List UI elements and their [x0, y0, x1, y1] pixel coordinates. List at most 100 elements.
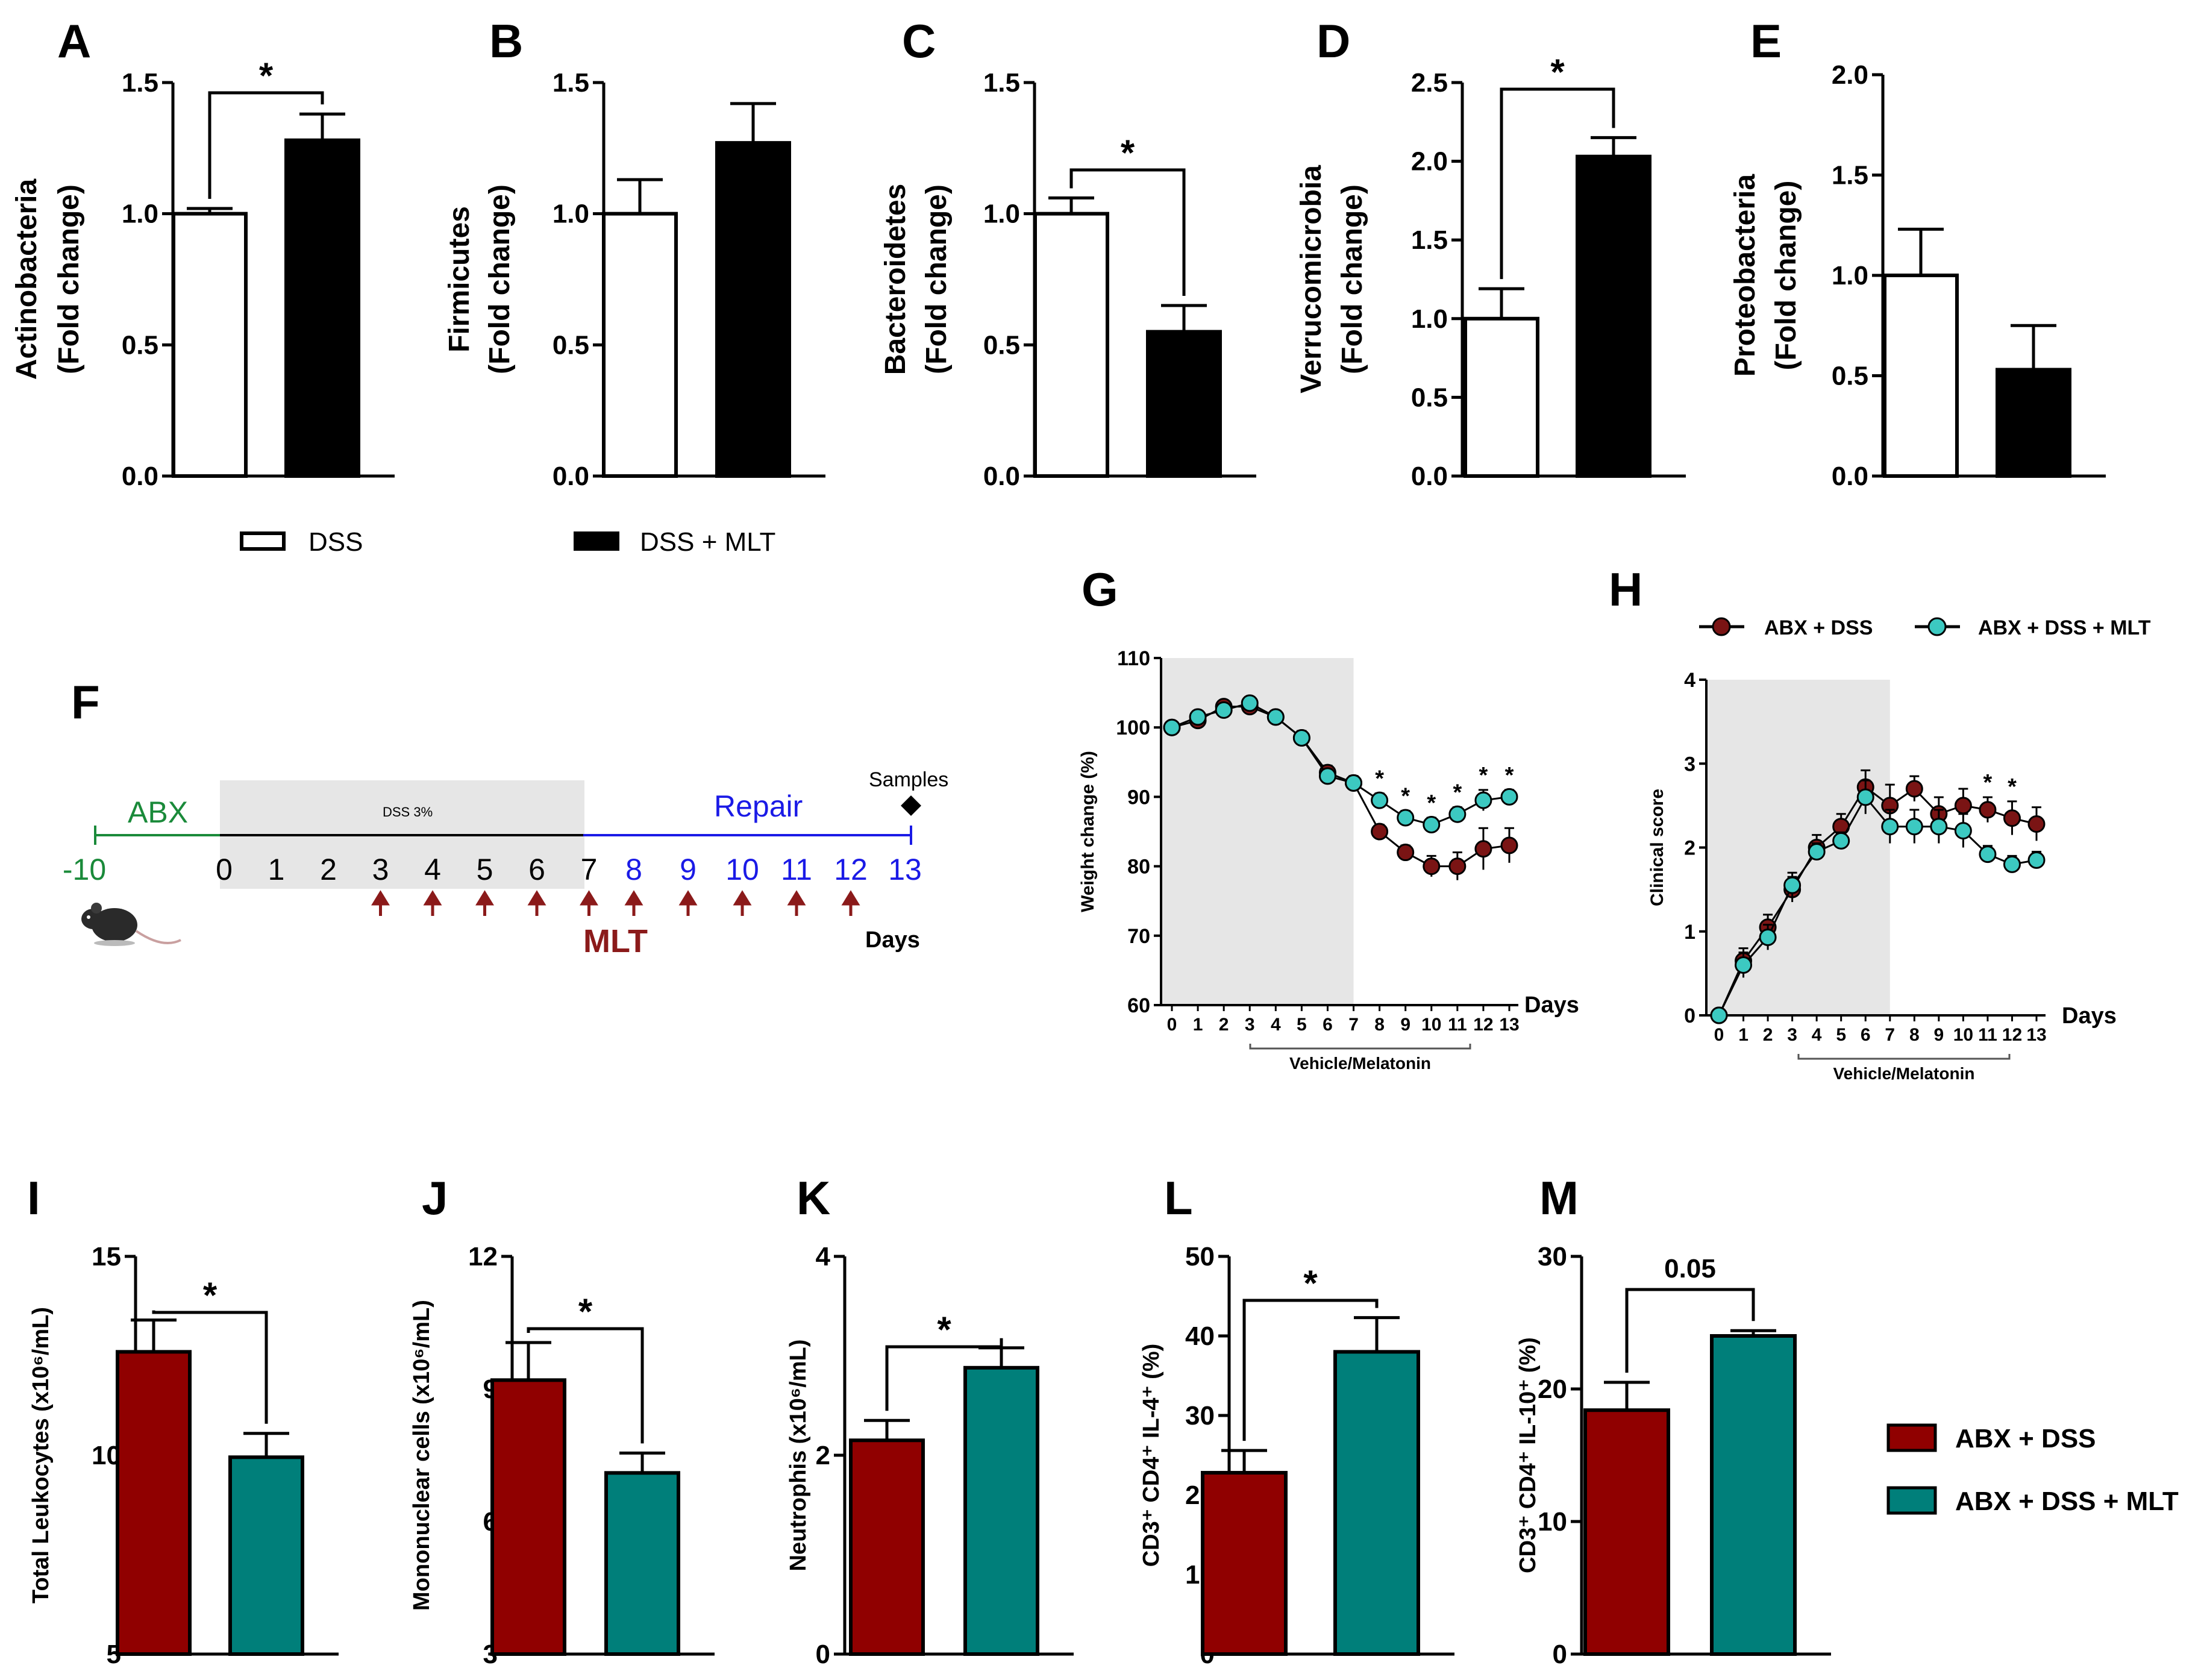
timeline-day-tick-12: 12 — [834, 853, 868, 886]
y-tick-label-l-4: 40 — [1185, 1321, 1215, 1351]
point-g-1-1 — [1189, 708, 1207, 726]
bar-b-0 — [602, 212, 678, 478]
timeline-day-tick-3: 3 — [372, 853, 389, 886]
significance-star-g-12: * — [1479, 763, 1488, 788]
legend-swatch-abx-dss-mlt — [1886, 1486, 1937, 1515]
timeline-day-tick-10: 10 — [725, 853, 759, 886]
point-h-1-7 — [1881, 818, 1899, 836]
bar-l-0 — [1201, 1471, 1288, 1656]
point-g-1-7 — [1345, 774, 1363, 792]
mlt-arrow-day-8 — [624, 890, 643, 916]
point-h-1-13 — [2027, 851, 2046, 869]
y-tick-label-a-0: 0.0 — [122, 462, 158, 491]
panel-label-a: A — [57, 14, 91, 67]
y-tick-label-c-2: 1.0 — [983, 199, 1020, 229]
bar-l-1 — [1333, 1350, 1420, 1656]
bar-b-1 — [715, 141, 791, 478]
panel-f-timeline: F DSS 3% ABX Repair Samples -10 0 1 2 3 4 5 6 7 8… — [63, 675, 948, 959]
y-tick-label-m-3: 30 — [1538, 1242, 1567, 1271]
y-axis-label-c: Bacteroidetes — [880, 184, 912, 375]
point-g-1-0 — [1163, 718, 1181, 736]
mlt-arrow-day-12 — [841, 890, 860, 916]
charts-layer: A 0.0 0.5 1.0 1.5 Actinobacteria (Fold change)… — [11, 14, 2117, 1669]
y-tick-label-m-2: 20 — [1538, 1374, 1567, 1404]
panel-a-chart: A 0.0 0.5 1.0 1.5 Actinobacteria (Fold change)… — [11, 14, 395, 491]
significance-bracket-i — [152, 1310, 268, 1424]
y-tick-label-g-1: 70 — [1127, 925, 1150, 948]
point-g-1-2 — [1215, 701, 1233, 719]
y-tick-label-i-2: 15 — [92, 1242, 121, 1271]
point-h-0-13 — [2027, 815, 2046, 833]
point-h-1-8 — [1905, 818, 1923, 836]
timeline-day-tick-13: 13 — [888, 853, 922, 886]
panel-label-b: B — [489, 14, 523, 67]
panel-label-k: K — [797, 1171, 830, 1224]
timeline-day-ticks: -10 0 1 2 3 4 5 6 7 8 9 10 11 12 13 — [63, 853, 922, 886]
x-tick-label-h-4: 4 — [1812, 1025, 1822, 1045]
point-h-1-2 — [1759, 928, 1777, 946]
timeline-day-tick-0: 0 — [216, 853, 233, 886]
point-g-1-5 — [1292, 729, 1310, 747]
panel-label-f: F — [71, 675, 100, 729]
significance-label-d: * — [1550, 52, 1565, 92]
y-tick-label-c-1: 0.5 — [983, 330, 1020, 360]
point-g-1-10 — [1423, 815, 1441, 833]
y-tick-label-e-4: 2.0 — [1832, 60, 1868, 90]
x-tick-label-h-13: 13 — [2026, 1025, 2046, 1045]
bar-d-1 — [1576, 154, 1651, 478]
y-axis-label-l: CD3⁺ CD4⁺ IL-4⁺ (%) — [1139, 1344, 1164, 1567]
bar-i-0 — [116, 1350, 192, 1656]
significance-star-h-11: * — [1983, 770, 1993, 795]
bar-j-0 — [490, 1378, 566, 1656]
mlt-arrow-day-7 — [580, 890, 598, 916]
point-g-1-11 — [1448, 805, 1467, 823]
significance-bracket-d — [1500, 87, 1615, 280]
x-tick-label-g-1: 1 — [1193, 1015, 1203, 1035]
y-tick-label-m-0: 0 — [1553, 1640, 1567, 1669]
y-axis-label-sub-c: (Fold change) — [921, 184, 953, 374]
samples-label: Samples — [869, 768, 948, 791]
mlt-arrow-day-5 — [475, 890, 494, 916]
x-tick-label-g-7: 7 — [1348, 1015, 1359, 1035]
bar-e-0 — [1883, 274, 1959, 478]
treatment-bracket-h — [1797, 1054, 2011, 1060]
x-tick-label-h-1: 1 — [1738, 1025, 1748, 1045]
y-axis-label-d: Verrucomicrobia — [1295, 165, 1327, 393]
x-tick-label-h-9: 9 — [1934, 1025, 1944, 1045]
y-tick-label-b-1: 0.5 — [553, 330, 589, 360]
x-tick-label-g-9: 9 — [1400, 1015, 1410, 1035]
treatment-bracket-label-g: Vehicle/Melatonin — [1289, 1054, 1431, 1073]
y-tick-label-b-2: 1.0 — [553, 199, 589, 229]
significance-label-a: * — [259, 55, 274, 96]
timeline-day-tick-7: 7 — [581, 853, 598, 886]
point-h-0-11 — [1979, 801, 1997, 819]
x-tick-label-g-13: 13 — [1499, 1015, 1519, 1035]
y-tick-label-k-1: 2 — [816, 1441, 830, 1470]
y-axis-label-sub-d: (Fold change) — [1336, 184, 1368, 374]
point-g-0-12 — [1474, 840, 1492, 858]
legend-line: ABX + DSS ABX + DSS + MLT — [1699, 616, 2151, 639]
panel-c-chart: C 0.0 0.5 1.0 1.5 Bacteroidetes (Fold change) * — [880, 14, 1256, 491]
legend-swatch-abx-dss — [1886, 1423, 1937, 1452]
bar-c-1 — [1146, 330, 1222, 478]
point-h-1-9 — [1930, 818, 1948, 836]
bar-d-0 — [1464, 316, 1539, 478]
y-tick-label-e-2: 1.0 — [1832, 261, 1868, 290]
y-axis-label-sub-a: (Fold change) — [53, 184, 85, 374]
significance-label-j: * — [578, 1291, 593, 1332]
point-g-1-4 — [1266, 708, 1285, 726]
panel-l-chart: L01020304050CD3⁺ CD4⁺ IL-4⁺ (%)* — [1139, 1171, 1454, 1669]
treatment-bracket-g — [1249, 1044, 1471, 1050]
legend-label-abx-dss-mlt-bottom: ABX + DSS + MLT — [1955, 1487, 2179, 1516]
y-tick-label-e-1: 0.5 — [1832, 362, 1868, 391]
x-tick-label-g-2: 2 — [1219, 1015, 1229, 1035]
point-g-0-13 — [1500, 836, 1518, 854]
significance-bracket-k — [885, 1338, 1003, 1411]
y-axis-label-h: Clinical score — [1647, 789, 1667, 906]
y-tick-label-m-1: 10 — [1538, 1507, 1567, 1537]
y-tick-label-g-3: 90 — [1127, 786, 1150, 809]
point-h-1-6 — [1856, 788, 1874, 806]
